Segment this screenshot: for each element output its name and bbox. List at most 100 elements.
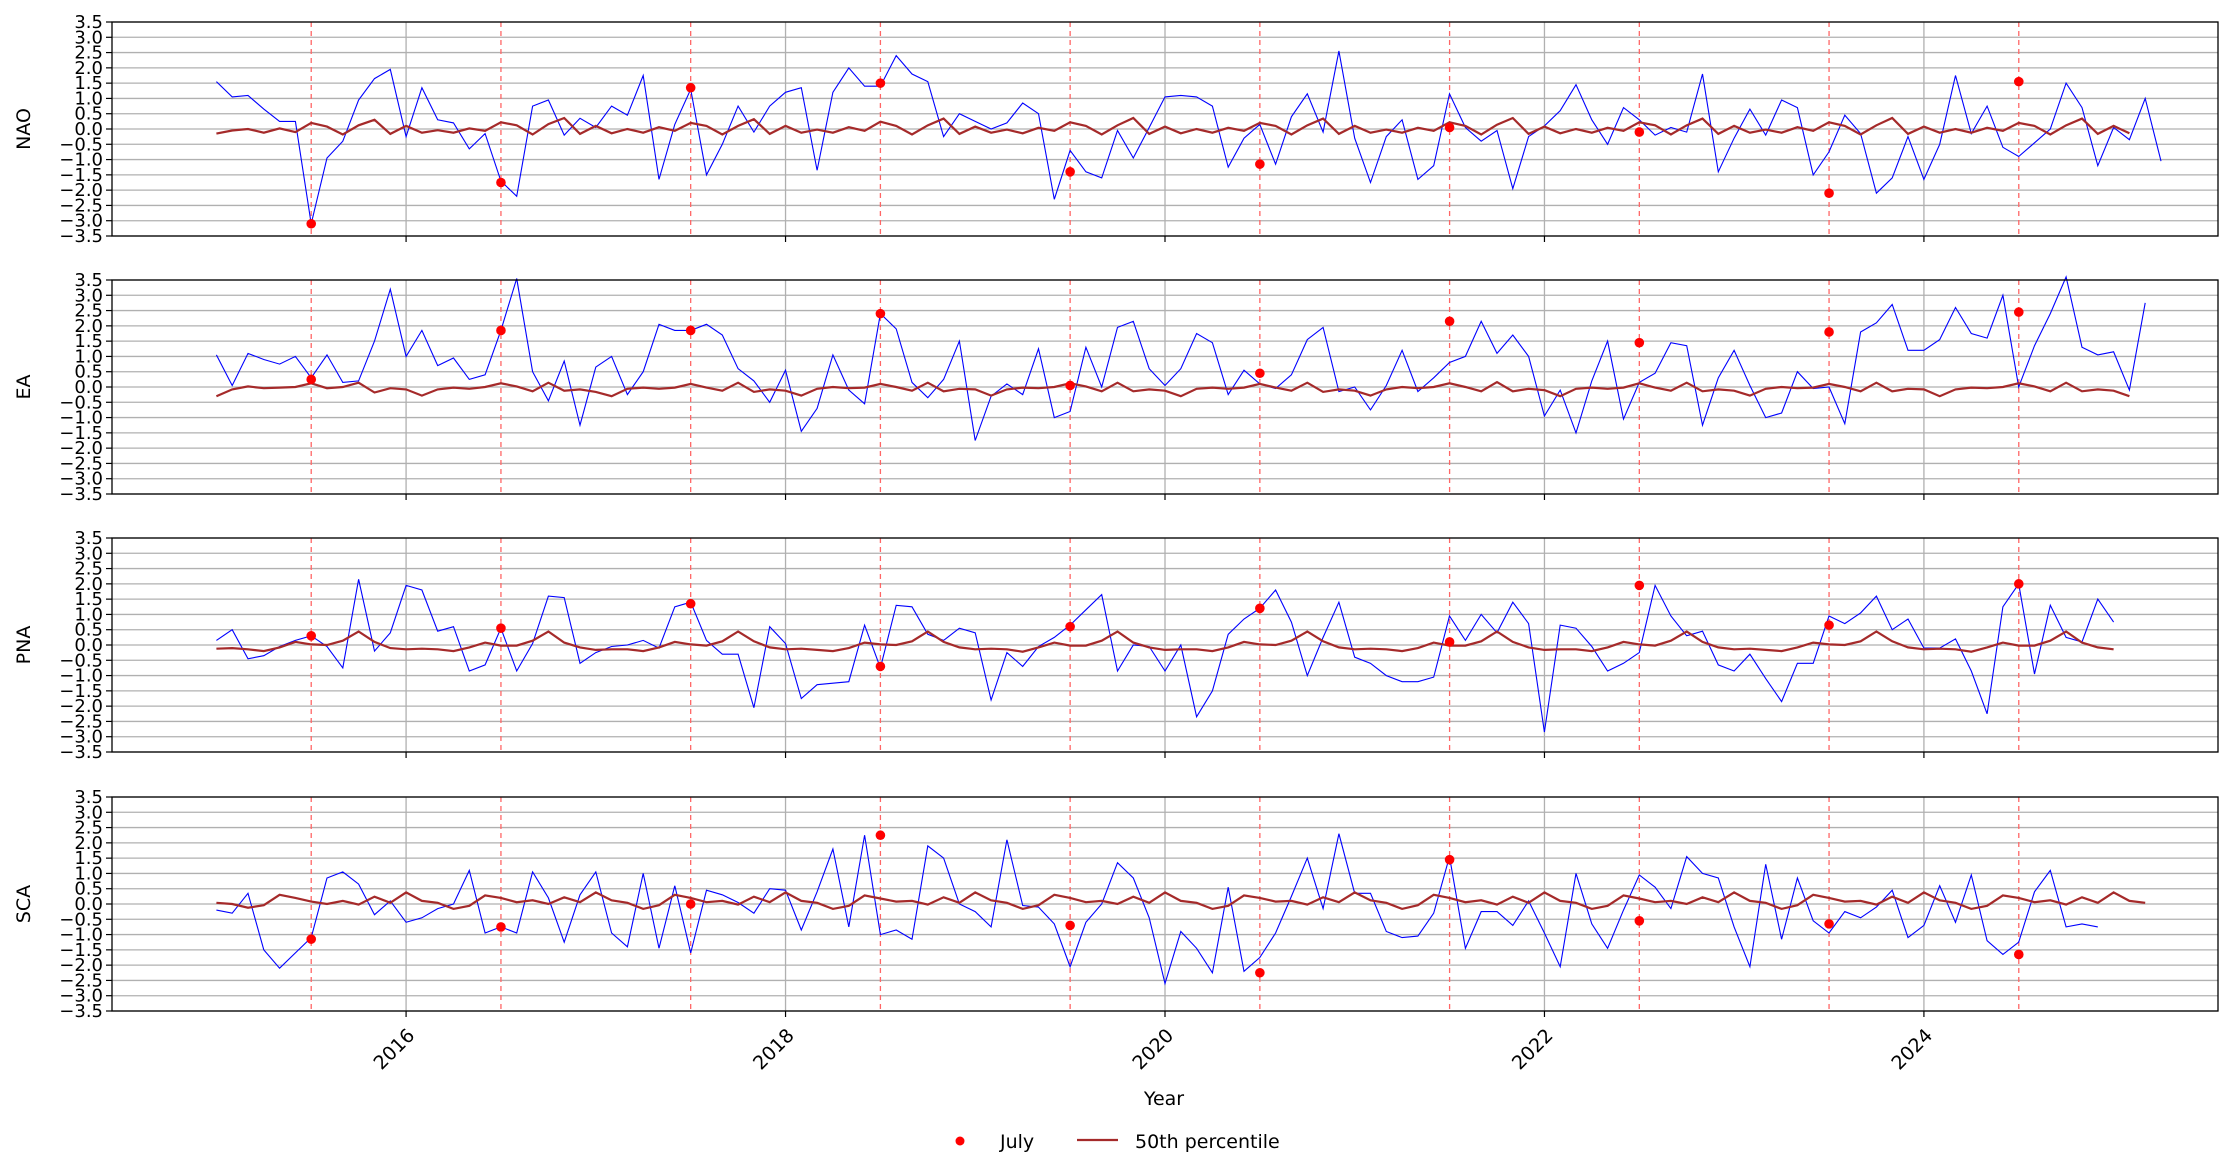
- july-point: [685, 598, 696, 609]
- july-point: [1634, 580, 1645, 591]
- legend-july-label: July: [999, 1131, 1034, 1153]
- y-tick-label: −0.5: [59, 134, 103, 155]
- y-tick-label: 1.5: [74, 73, 103, 94]
- july-point: [1065, 380, 1075, 391]
- y-tick-label: 2.5: [74, 43, 103, 64]
- y-tick-label: 2.0: [74, 316, 103, 337]
- y-tick-label: −1.0: [59, 666, 103, 687]
- july-point: [2013, 76, 2024, 87]
- july-point: [875, 830, 886, 841]
- y-tick-label: 1.5: [74, 848, 103, 869]
- series-ea-index: [215, 275, 2146, 441]
- y-tick-label: 1.0: [74, 604, 103, 625]
- july-point: [685, 325, 696, 336]
- y-tick-label: 3.5: [74, 528, 103, 549]
- july-point: [306, 218, 317, 229]
- legend-percentile-label: 50th percentile: [1135, 1131, 1280, 1153]
- july-point: [306, 934, 317, 944]
- july-point: [496, 325, 506, 336]
- july-point: [1065, 621, 1075, 632]
- y-tick-label: 3.0: [74, 27, 103, 48]
- y-tick-label: 2.0: [74, 833, 103, 854]
- y-tick-label: −3.0: [59, 469, 103, 490]
- y-tick-label: 1.5: [74, 331, 103, 352]
- y-tick-label: −3.0: [59, 727, 103, 748]
- july-point: [1824, 620, 1834, 630]
- july-point: [1444, 854, 1455, 865]
- y-tick-label: −0.5: [59, 392, 103, 413]
- y-tick-label: −3.5: [59, 484, 103, 505]
- july-point: [685, 82, 696, 93]
- subplots: 3.53.02.52.01.51.00.50.0−0.5−1.0−1.5−2.0…: [13, 12, 2219, 1022]
- y-axis-label: EA: [13, 374, 35, 399]
- y-axis-label: SCA: [13, 885, 35, 923]
- july-point: [1634, 337, 1645, 348]
- y-tick-label: 0.0: [74, 635, 103, 656]
- panel-ea: 3.53.02.52.01.51.00.50.0−0.5−1.0−1.5−2.0…: [13, 270, 2219, 505]
- panel-nao: 3.53.02.52.01.51.00.50.0−0.5−1.0−1.5−2.0…: [13, 12, 2219, 247]
- y-tick-label: 0.0: [74, 894, 103, 915]
- july-point: [496, 623, 506, 633]
- y-tick-label: −2.0: [59, 438, 103, 459]
- july-point: [1824, 188, 1834, 198]
- y-tick-label: −3.5: [59, 1001, 103, 1022]
- july-point: [1255, 967, 1265, 978]
- y-tick-label: −3.0: [59, 211, 103, 232]
- y-tick-label: 2.0: [74, 58, 103, 79]
- y-tick-label: 1.0: [74, 863, 103, 884]
- y-tick-label: 0.5: [74, 620, 103, 641]
- y-tick-label: −1.5: [59, 165, 103, 186]
- y-tick-label: −1.0: [59, 150, 103, 171]
- july-point: [1444, 637, 1455, 647]
- july-point: [1824, 919, 1834, 929]
- july-point: [875, 661, 886, 672]
- july-point: [2013, 307, 2024, 317]
- y-tick-label: 0.5: [74, 362, 103, 383]
- y-tick-label: −3.5: [59, 742, 103, 763]
- july-point: [1634, 916, 1645, 926]
- y-tick-label: 0.5: [74, 879, 103, 900]
- july-point: [496, 922, 506, 932]
- y-tick-label: 2.0: [74, 574, 103, 595]
- y-tick-label: 3.0: [74, 285, 103, 306]
- y-tick-label: 2.5: [74, 559, 103, 580]
- july-point: [1444, 122, 1455, 133]
- y-tick-label: −1.0: [59, 408, 103, 429]
- y-tick-label: −3.5: [59, 226, 103, 247]
- x-axis-label: Year: [1143, 1088, 1184, 1110]
- july-point: [1824, 327, 1834, 337]
- july-point: [1065, 167, 1075, 177]
- july-point: [2013, 949, 2024, 960]
- series-sca-50th-percentile: [216, 891, 2146, 911]
- series-pna-50th-percentile: [216, 630, 2114, 653]
- y-tick-label: 1.0: [74, 346, 103, 367]
- y-tick-label: −2.5: [59, 711, 103, 732]
- series-ea-50th-percentile: [215, 380, 2130, 398]
- y-tick-label: −1.5: [59, 681, 103, 702]
- y-tick-label: −1.5: [59, 423, 103, 444]
- y-tick-label: −3.0: [59, 986, 103, 1007]
- panel-pna: 3.53.02.52.01.51.00.50.0−0.5−1.0−1.5−2.0…: [13, 528, 2219, 763]
- y-tick-label: 1.5: [74, 589, 103, 610]
- july-point: [1634, 127, 1645, 137]
- y-tick-label: 3.0: [74, 802, 103, 823]
- y-tick-label: 0.0: [74, 119, 103, 140]
- july-point: [306, 631, 317, 641]
- series-nao-index: [216, 50, 2162, 224]
- y-tick-label: −2.5: [59, 195, 103, 216]
- july-point: [1065, 920, 1075, 931]
- series-sca-index: [216, 833, 2098, 986]
- y-tick-label: −2.0: [59, 955, 103, 976]
- y-tick-label: −0.5: [59, 909, 103, 930]
- y-tick-label: 0.0: [74, 377, 103, 398]
- y-tick-label: −2.5: [59, 970, 103, 991]
- y-tick-label: 3.5: [74, 12, 103, 33]
- y-tick-label: 3.5: [74, 270, 103, 291]
- y-tick-label: −2.5: [59, 453, 103, 474]
- july-point: [496, 177, 506, 188]
- y-tick-label: 2.5: [74, 818, 103, 839]
- series-pna-index: [216, 579, 2115, 733]
- y-tick-label: −1.5: [59, 940, 103, 961]
- y-tick-label: −1.0: [59, 925, 103, 946]
